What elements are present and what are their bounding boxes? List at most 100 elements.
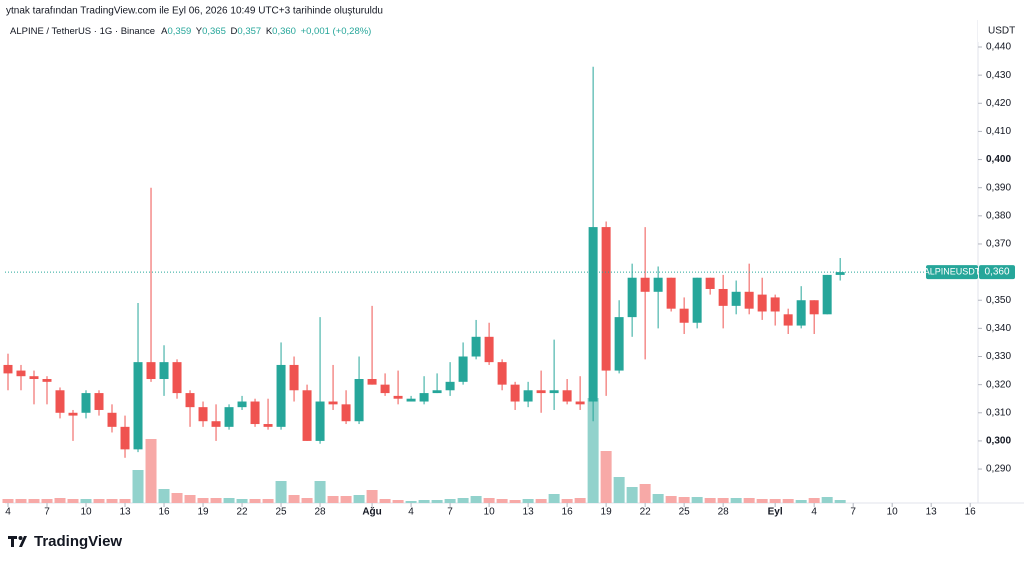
volume-bar — [431, 500, 443, 503]
logo-icon — [8, 536, 27, 547]
volume-bar — [535, 499, 547, 503]
candle-body — [484, 336, 494, 363]
candle-body — [835, 272, 845, 275]
candle-body — [185, 393, 195, 408]
y-tick-label: 0,430 — [986, 70, 1011, 81]
logo-text: TradingView — [34, 533, 122, 550]
volume-bar — [782, 499, 794, 503]
candle-body — [29, 376, 39, 380]
candle-body — [718, 288, 728, 306]
y-tick-label: 0,370 — [986, 239, 1011, 250]
symbol-tag — [926, 265, 978, 280]
x-tick-label: 19 — [197, 507, 209, 518]
candle-body — [354, 379, 364, 422]
volume-bar — [327, 496, 339, 503]
y-tick-label: 0,340 — [986, 323, 1011, 334]
x-tick-label: 13 — [119, 507, 131, 518]
x-tick-label: 7 — [447, 507, 453, 518]
y-tick-label: 0,330 — [986, 351, 1011, 362]
candle-body — [94, 393, 104, 410]
candle-body — [68, 412, 78, 416]
candle-body — [640, 277, 650, 292]
volume-bar — [392, 500, 404, 503]
y-tick-label: 0,420 — [986, 98, 1011, 109]
candle-body — [224, 407, 234, 427]
volume-bar — [249, 499, 261, 503]
volume-bar — [496, 499, 508, 503]
volume-bar — [600, 451, 612, 503]
candle-body — [42, 379, 52, 382]
volume-bar — [665, 496, 677, 503]
x-tick-label: 16 — [965, 507, 977, 518]
candle-body — [81, 393, 91, 413]
x-tick-label: 7 — [44, 507, 50, 518]
x-tick-label: 7 — [850, 507, 856, 518]
volume-bar — [2, 499, 14, 503]
logo-dot — [18, 536, 23, 540]
key: A — [161, 26, 168, 37]
x-tick-label: 19 — [601, 507, 613, 518]
volume-bar — [405, 501, 417, 503]
candle-body — [211, 421, 221, 427]
key: D — [231, 26, 238, 37]
volume-bar — [509, 500, 521, 503]
candle-body — [588, 227, 598, 402]
candle-body — [120, 426, 130, 450]
volume-bar — [834, 500, 846, 503]
candle-body — [367, 379, 377, 385]
y-tick-label: 0,350 — [986, 295, 1011, 306]
x-tick-label: 16 — [158, 507, 170, 518]
candle-body — [757, 294, 767, 312]
candle-body — [341, 404, 351, 422]
volume-bar — [301, 498, 313, 503]
candle-body — [445, 381, 455, 391]
volume-bar — [769, 499, 781, 503]
volume-bar — [210, 498, 222, 503]
candle-body — [237, 401, 247, 408]
candle-body — [549, 390, 559, 394]
unit-box — [978, 20, 1024, 42]
symbol-tag-label: ALPINEUSDT — [924, 266, 981, 276]
volume-bar — [158, 489, 170, 503]
x-tick-label: 28 — [718, 507, 730, 518]
candle-body — [822, 274, 832, 315]
volume-bar — [821, 497, 833, 503]
candle-body — [692, 277, 702, 323]
candle-body — [731, 291, 741, 306]
candle-body — [458, 356, 468, 382]
volume-bar — [418, 500, 430, 503]
candle-body — [679, 308, 689, 323]
volume-bar — [561, 499, 573, 503]
volume-bar — [80, 499, 92, 503]
logo: TradingView — [8, 533, 122, 550]
x-tick-label: 13 — [523, 507, 535, 518]
volume-bar — [93, 499, 105, 503]
price-tag — [979, 265, 1015, 280]
volume-bar — [353, 495, 365, 503]
volume-bar — [197, 498, 209, 503]
y-tick-label: 0,390 — [986, 182, 1011, 193]
x-tick-label: 25 — [275, 507, 287, 518]
volume-bar — [184, 495, 196, 503]
candle-body — [627, 277, 637, 318]
x-tick-label: 13 — [926, 507, 938, 518]
y-unit: USDT — [988, 26, 1015, 37]
volume-bar — [730, 498, 742, 503]
legend-symbol: ALPINE / TetherUS · 1G · Binance A0,359 … — [10, 26, 371, 37]
x-tick-label: 16 — [562, 507, 574, 518]
x-tick-label: 10 — [80, 507, 92, 518]
price-tag-label: 0,360 — [984, 267, 1009, 278]
y-tick-label: 0,440 — [986, 42, 1011, 53]
volume-bar — [470, 496, 482, 503]
candle-body — [575, 401, 585, 405]
candle-body — [744, 291, 754, 309]
volume-bar — [106, 499, 118, 503]
volume-bar — [756, 499, 768, 503]
volume-bar — [639, 484, 651, 503]
candle-body — [133, 362, 143, 450]
x-tick-label: 22 — [640, 507, 652, 518]
volume-bar — [652, 494, 664, 503]
volume-bar — [28, 499, 40, 503]
candle-body — [432, 390, 442, 394]
